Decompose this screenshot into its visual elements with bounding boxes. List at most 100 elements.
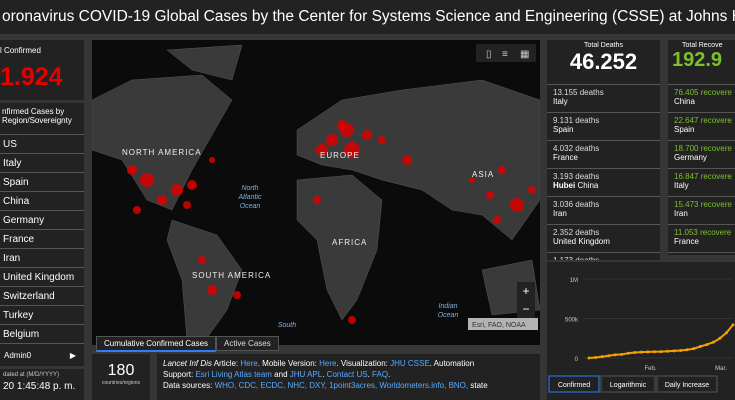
point — [594, 356, 598, 360]
point — [587, 356, 591, 360]
text: Article: — [211, 359, 241, 368]
list-row: 13.155 deaths Italy — [547, 85, 660, 113]
place-name: Spain — [674, 125, 695, 134]
place-name: Iran — [553, 209, 567, 218]
point — [620, 352, 624, 356]
info-line: Data sources: WHO, CDC, ECDC, NHC, DXY, … — [163, 380, 534, 391]
place-name: France — [553, 153, 578, 162]
chart-tab-label[interactable]: Confirmed — [558, 382, 590, 389]
region-item[interactable]: Belgium — [0, 325, 84, 344]
admin-label: Admin0 — [4, 351, 32, 360]
link[interactable]: JHU CSSE — [390, 359, 430, 368]
region-item[interactable]: United Kingdom — [0, 268, 84, 287]
region-item[interactable]: US — [0, 135, 84, 154]
point — [600, 355, 604, 359]
recovered-value: 192.9 — [668, 49, 735, 85]
deaths-label: Total Deaths — [584, 42, 623, 49]
place: France — [674, 237, 729, 246]
region-list: nfirmed Cases by Region/Sovereignty US Ita… — [0, 103, 84, 346]
link[interactable]: Here — [240, 359, 258, 368]
countries-label: countries/regions — [101, 380, 141, 386]
svg-text:≡: ≡ — [502, 49, 508, 60]
region-label: AFRICA — [332, 238, 367, 247]
region-label: EUROPE — [320, 151, 360, 160]
link[interactable]: JHU APL — [289, 370, 323, 379]
text: . — [388, 370, 391, 379]
count: 16.847 recovere — [674, 172, 732, 181]
point — [679, 348, 683, 352]
place: Italy — [553, 97, 654, 106]
list-row: 16.847 recovere Italy — [668, 169, 735, 197]
point — [607, 354, 611, 358]
chart-tab-label[interactable]: Daily Increase — [665, 382, 709, 389]
heading-line: Region/Sovereignty — [2, 116, 72, 125]
link[interactable]: Here — [319, 359, 337, 368]
list-row: 76.405 recovere China — [668, 85, 735, 113]
total-confirmed: l Confirmed 1.924 — [0, 40, 84, 100]
ocean-label: Indian — [438, 303, 457, 310]
point — [724, 331, 728, 335]
text: and — [271, 370, 290, 379]
zoom-controls[interactable]: + − — [517, 282, 535, 318]
ocean-label: Atlantic — [238, 194, 262, 201]
total-confirmed-value: 1.924 — [0, 63, 63, 91]
info-text: Lancet Inf Dis Article: Here. Mobile Ver… — [157, 354, 540, 400]
map-tools: ▯ ≡ ▦ — [476, 44, 536, 62]
link[interactable]: Contact US — [326, 370, 368, 379]
deaths-value: 46.252 — [547, 49, 660, 85]
chart-tab-label[interactable]: Logarithmic — [610, 382, 647, 389]
cases-chart: 0 500k 1M Feb. Mar. Confirmed Logarithmic Daily… — [547, 262, 735, 400]
chart-tab[interactable] — [600, 375, 656, 393]
region-item[interactable]: Turkey — [0, 306, 84, 325]
recovered-label: Total Recove — [682, 42, 723, 49]
y-tick-label: 500k — [565, 318, 579, 324]
place: Germany — [674, 153, 729, 162]
text: Support: — [163, 370, 196, 379]
ocean-label: Ocean — [438, 312, 459, 319]
text: Lancet Inf Dis — [163, 359, 212, 368]
region-item[interactable]: Iran — [0, 249, 84, 268]
chart-tab[interactable] — [548, 375, 600, 393]
x-tick-label: Feb. — [644, 366, 656, 372]
link[interactable]: FAQ — [372, 370, 389, 379]
arrow: ▶ — [69, 351, 76, 360]
list-row: 3.036 deaths Iran — [547, 197, 660, 225]
region-item[interactable]: Spain — [0, 173, 84, 192]
place-name: France — [674, 237, 699, 246]
region-list-heading: nfirmed Cases by Region/Sovereignty — [0, 103, 84, 135]
map-labels: NORTH AMERICA EUROPE ASIA AFRICA SOUTH AMERI… — [122, 148, 493, 329]
admin-selector[interactable]: Admin0 ▶ — [0, 346, 84, 366]
ocean-label: North — [241, 185, 258, 192]
zoom-out[interactable]: − — [522, 302, 529, 316]
recovered-panel: Total Recove 192.9 76.405 recovere China 2… — [668, 40, 735, 255]
zoom-in[interactable]: + — [522, 284, 529, 298]
chart-tab[interactable] — [656, 375, 718, 393]
region-item[interactable]: China — [0, 192, 84, 211]
region-item[interactable]: Italy — [0, 154, 84, 173]
tab[interactable]: Active Cases — [216, 336, 279, 351]
ocean-label: South — [278, 322, 296, 329]
region-item[interactable]: Germany — [0, 211, 84, 230]
tab[interactable]: Cumulative Confirmed Cases — [96, 336, 217, 352]
text: Data sources: — [163, 381, 215, 390]
text: . Visualization: — [336, 359, 391, 368]
region-label: SOUTH AMERICA — [192, 271, 271, 280]
region-label: NORTH AMERICA — [122, 148, 202, 157]
place: United Kingdom — [553, 237, 654, 246]
attribution: Esri, FAO, NOAA — [472, 322, 526, 329]
point — [731, 323, 735, 327]
region-item[interactable]: Switzerland — [0, 287, 84, 306]
text: . — [367, 370, 373, 379]
place-name: Italy — [553, 97, 568, 106]
title-bar: oronavirus COVID-19 Global Cases by the … — [0, 0, 735, 34]
y-tick-label: 0 — [575, 357, 579, 363]
link[interactable]: WHO, CDC, ECDC, NHC, DXY, 1point3acres, … — [214, 381, 469, 390]
y-tick-label: 1M — [570, 278, 578, 284]
point — [685, 348, 689, 352]
info-line: Lancet Inf Dis Article: Here. Mobile Ver… — [163, 358, 534, 369]
count: 3.036 deaths — [553, 200, 600, 209]
region-item[interactable]: France — [0, 230, 84, 249]
point — [672, 349, 676, 353]
link[interactable]: Esri Living Atlas team — [195, 370, 272, 379]
place: Hubei China — [553, 181, 654, 190]
